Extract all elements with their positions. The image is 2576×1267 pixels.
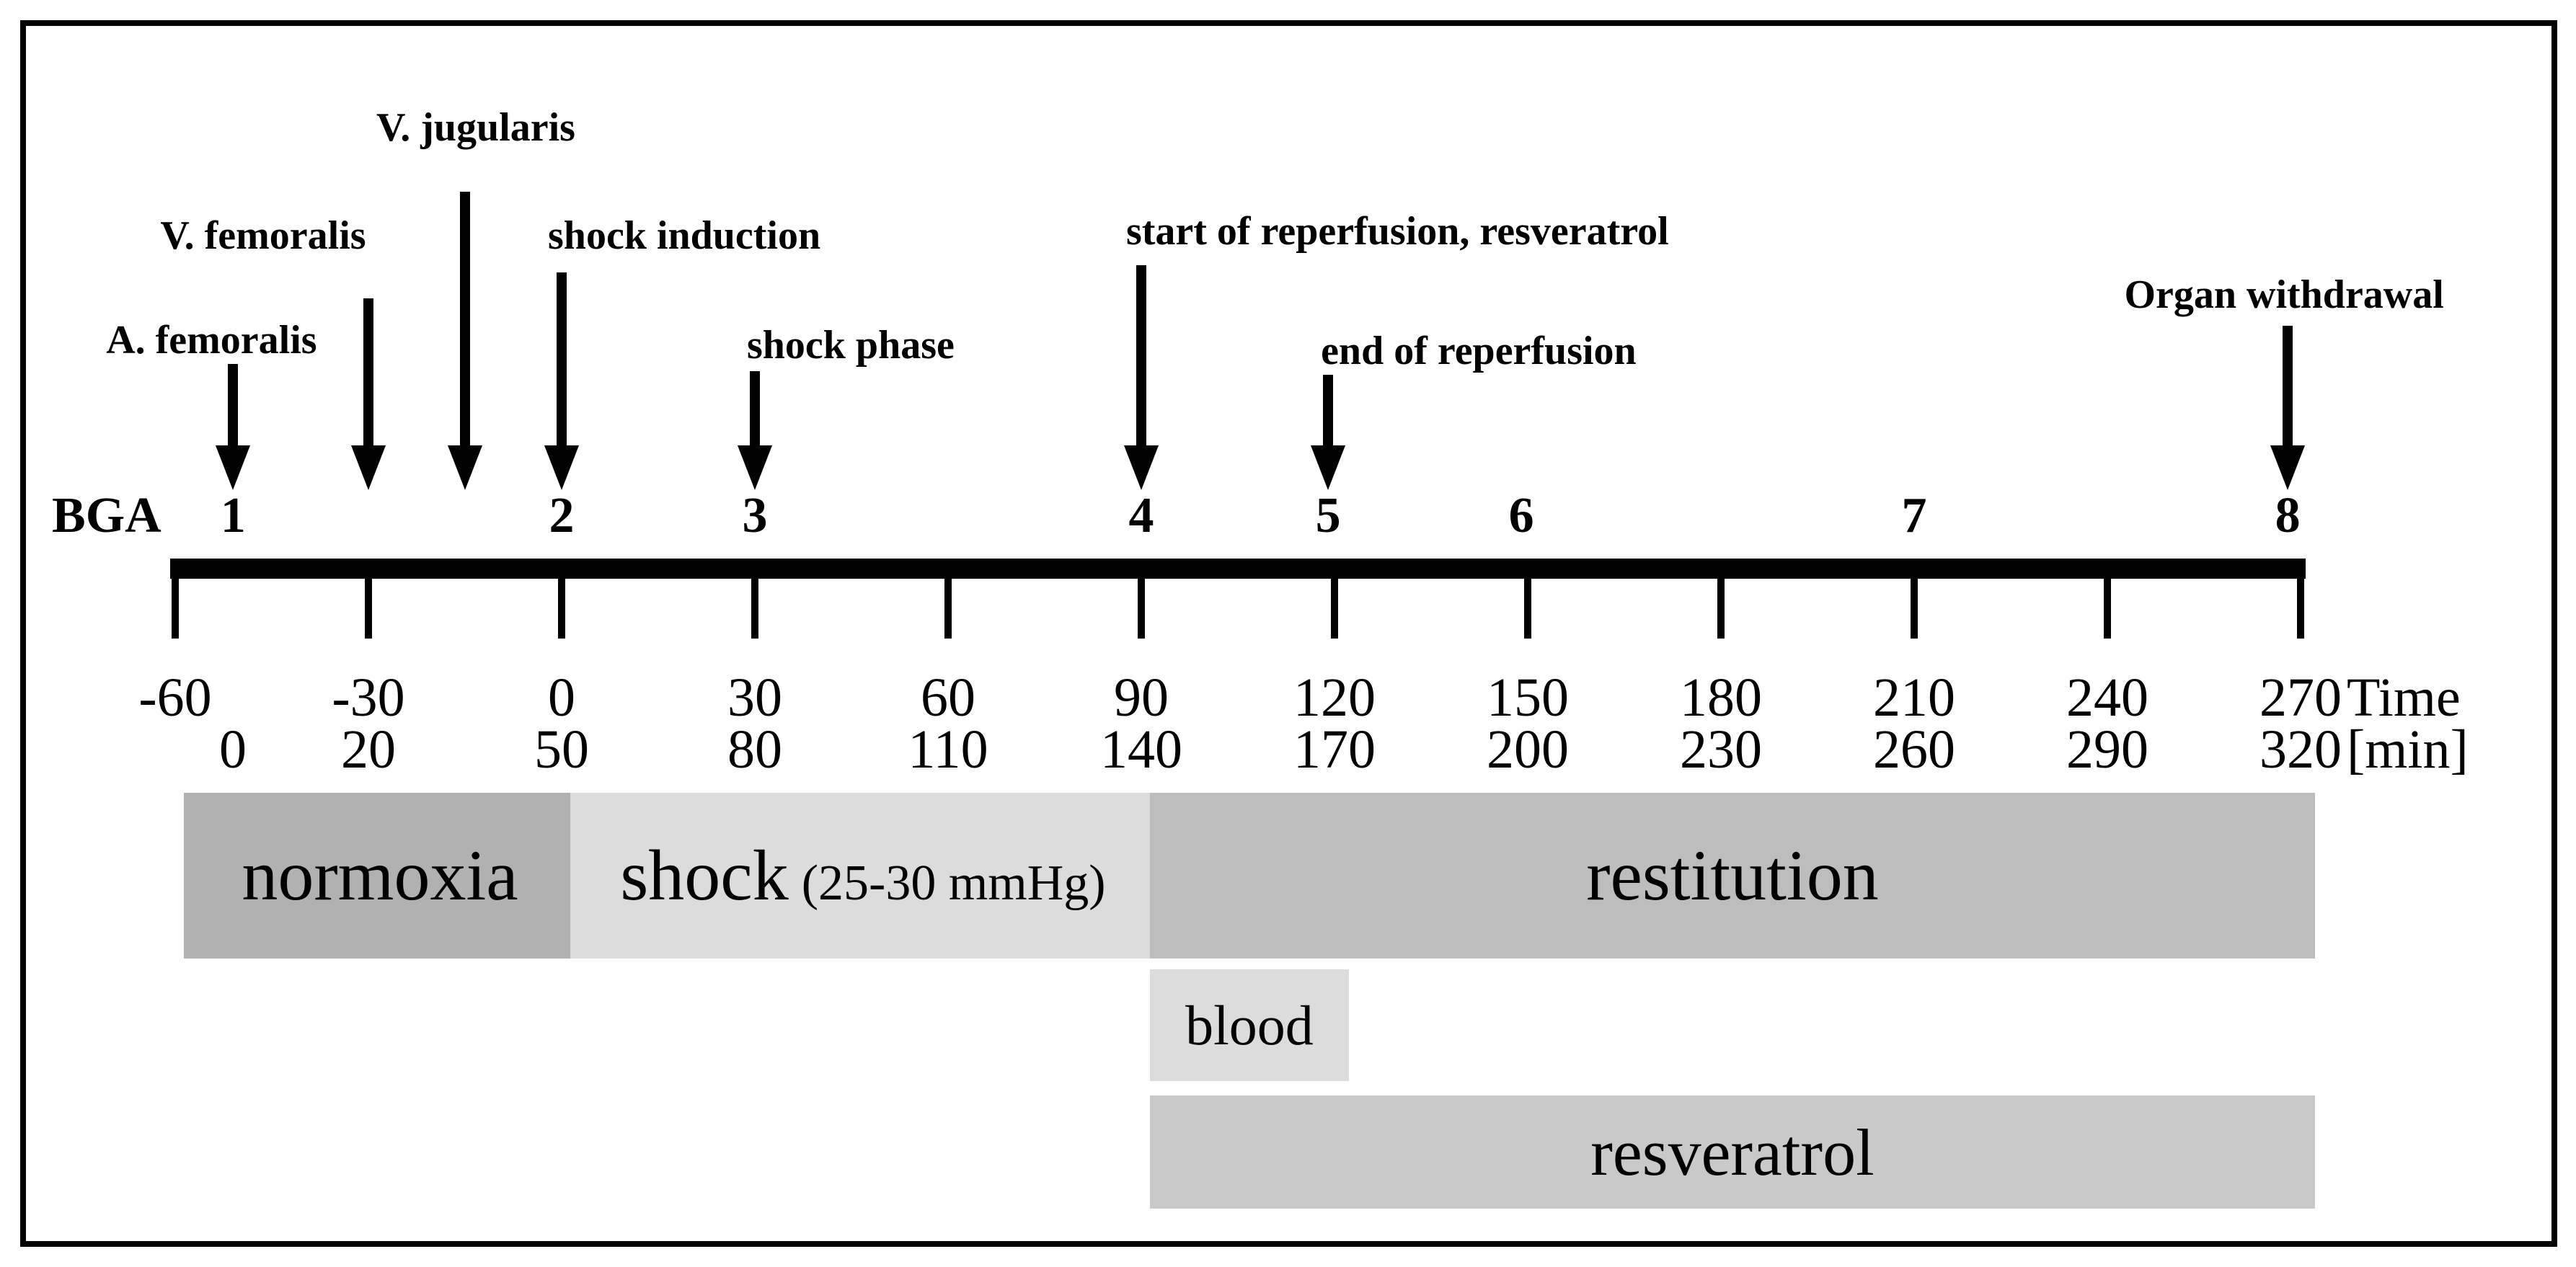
- tick-label-time-180: 180: [1679, 667, 1762, 728]
- event-label-organ-withdrawal: Organ withdrawal: [2124, 272, 2444, 317]
- bga-row-label: BGA: [52, 488, 161, 543]
- event-arrow-shaft-organ-withdrawal: [2283, 326, 2293, 448]
- phase-label-normoxia: normoxia: [242, 835, 518, 915]
- axis-tick-150: [1523, 577, 1531, 639]
- down-arrow-icon-organ-withdrawal: [2270, 445, 2306, 490]
- bga-sample-3: 3: [742, 488, 768, 543]
- event-label-v-femoralis: V. femoralis: [160, 213, 366, 258]
- phase-bar-inner-blood: blood: [1185, 997, 1314, 1054]
- tick-label-elapsed-260: 260: [1872, 719, 1955, 780]
- phase-label-restitution: restitution: [1586, 835, 1879, 915]
- tick-label-time--30: -30: [332, 667, 405, 728]
- axis-tick-270: [2296, 577, 2304, 639]
- down-arrow-icon-a-femoralis: [216, 445, 251, 490]
- phase-bar-blood: blood: [1149, 969, 1349, 1081]
- tick-label-time-30: 30: [727, 667, 782, 728]
- axis-tick-120: [1330, 577, 1338, 639]
- phase-bar-shock: shock (25-30 mmHg): [570, 793, 1156, 959]
- event-arrow-shaft-a-femoralis: [228, 364, 239, 448]
- bga-sample-4: 4: [1128, 488, 1154, 543]
- phase-bar-inner-resveratrol: resveratrol: [1590, 1119, 1874, 1186]
- axis-tick-180: [1717, 577, 1725, 639]
- tick-label-time-270: 270: [2259, 667, 2342, 728]
- tick-label-elapsed-200: 200: [1486, 719, 1569, 780]
- event-arrow-shaft-shock-phase: [749, 371, 760, 448]
- tick-label-time-120: 120: [1293, 667, 1376, 728]
- phase-bar-inner-shock: shock (25-30 mmHg): [620, 840, 1105, 912]
- event-arrow-shaft-shock-induction: [557, 272, 567, 448]
- tick-label-time-60: 60: [920, 667, 975, 728]
- event-label-a-femoralis: A. femoralis: [106, 318, 317, 363]
- tick-label-time--60: -60: [138, 667, 212, 728]
- phase-bar-inner-restitution: restitution: [1586, 840, 1879, 912]
- time-axis-unit-label-line1: Time: [2347, 667, 2461, 728]
- time-axis-unit-label-line2: [min]: [2347, 719, 2469, 780]
- phase-label-blood: blood: [1185, 993, 1314, 1057]
- tick-label-elapsed-230: 230: [1679, 719, 1762, 780]
- bga-sample-6: 6: [1508, 488, 1534, 543]
- event-arrow-shaft-end-of-reperfusion: [1323, 375, 1334, 448]
- event-label-v-jugularis: V. jugularis: [376, 105, 575, 150]
- axis-tick-0: [558, 577, 565, 639]
- axis-tick--60: [172, 577, 179, 639]
- phase-bar-resveratrol: resveratrol: [1149, 1095, 2315, 1209]
- tick-label-time-90: 90: [1113, 667, 1169, 728]
- bga-sample-7: 7: [1901, 488, 1927, 543]
- phase-bar-restitution: restitution: [1149, 793, 2315, 959]
- down-arrow-icon-shock-phase: [737, 445, 772, 490]
- phase-label-suffix-shock: (25-30 mmHg): [801, 855, 1106, 911]
- bga-sample-2: 2: [549, 488, 575, 543]
- down-arrow-icon-v-femoralis: [351, 445, 386, 490]
- bga-sample-5: 5: [1315, 488, 1341, 543]
- bga-sample-1: 1: [220, 488, 246, 543]
- tick-label-elapsed-290: 290: [2066, 719, 2148, 780]
- tick-label-elapsed-110: 110: [908, 719, 988, 780]
- down-arrow-icon-v-jugularis: [448, 445, 482, 490]
- bga-sample-8: 8: [2275, 488, 2301, 543]
- figure-frame: [20, 20, 2557, 1247]
- tick-label-elapsed-50: 50: [534, 719, 589, 780]
- axis-tick-240: [2103, 577, 2111, 639]
- time-axis-bar: [170, 559, 2306, 579]
- phase-label-shock: shock: [620, 835, 789, 915]
- tick-label-elapsed-140: 140: [1099, 719, 1182, 780]
- phase-bar-inner-normoxia: normoxia: [242, 840, 518, 912]
- down-arrow-icon-start-of-reperfusion: [1123, 445, 1159, 490]
- tick-label-elapsed-0: 0: [219, 719, 247, 780]
- tick-label-elapsed-80: 80: [727, 719, 782, 780]
- tick-label-time-210: 210: [1872, 667, 1955, 728]
- tick-label-time-0: 0: [548, 667, 575, 728]
- event-label-start-of-reperfusion: start of reperfusion, resveratrol: [1125, 209, 1669, 254]
- axis-tick-60: [944, 577, 952, 639]
- event-arrow-shaft-v-femoralis: [363, 298, 373, 448]
- tick-label-time-150: 150: [1486, 667, 1569, 728]
- tick-label-elapsed-320: 320: [2259, 719, 2342, 780]
- axis-tick-30: [751, 577, 758, 639]
- tick-label-time-240: 240: [2066, 667, 2148, 728]
- tick-label-elapsed-20: 20: [341, 719, 396, 780]
- down-arrow-icon-shock-induction: [544, 445, 579, 490]
- tick-label-elapsed-170: 170: [1293, 719, 1376, 780]
- event-arrow-shaft-v-jugularis: [460, 192, 470, 448]
- event-label-shock-induction: shock induction: [548, 213, 821, 258]
- phase-label-resveratrol: resveratrol: [1590, 1115, 1875, 1189]
- axis-tick-90: [1137, 577, 1145, 639]
- event-label-shock-phase: shock phase: [746, 323, 955, 368]
- axis-tick-210: [1910, 577, 1918, 639]
- event-arrow-shaft-start-of-reperfusion: [1136, 265, 1146, 448]
- down-arrow-icon-end-of-reperfusion: [1311, 445, 1346, 490]
- axis-tick--30: [365, 577, 372, 639]
- event-label-end-of-reperfusion: end of reperfusion: [1321, 329, 1637, 373]
- phase-bar-normoxia: normoxia: [184, 793, 576, 959]
